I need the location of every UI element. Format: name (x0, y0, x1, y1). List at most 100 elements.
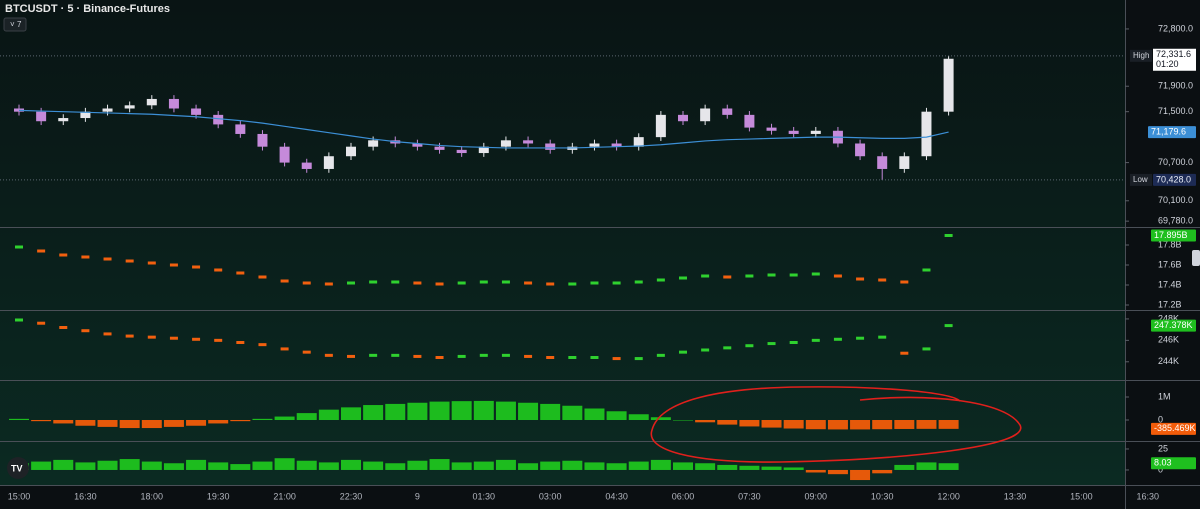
point (192, 265, 201, 269)
last-value-label: 8.03 (1154, 458, 1172, 468)
candle-body (678, 114, 688, 122)
candle-body (58, 118, 69, 122)
candle-body (456, 149, 467, 154)
bar (341, 407, 361, 421)
bar (341, 459, 361, 470)
bar (141, 420, 162, 429)
bar (97, 420, 118, 427)
extreme-name-box (1130, 173, 1152, 186)
point (900, 280, 909, 284)
candle-body (168, 98, 179, 109)
y-tick-label: 17.6B (1158, 259, 1182, 269)
last-price-box (1153, 48, 1196, 71)
bar (805, 420, 826, 430)
bar (584, 462, 605, 470)
candle-body (943, 58, 954, 112)
point (457, 281, 466, 285)
y-tick-label: 70,700.0 (1158, 157, 1193, 167)
point (347, 354, 355, 358)
bar (540, 461, 561, 470)
bar (429, 401, 450, 421)
y-tick-label: 248K (1158, 313, 1179, 323)
bar (805, 469, 826, 473)
point (103, 257, 112, 261)
point (745, 274, 754, 278)
indicator-count: 7 (17, 20, 22, 29)
candle-body (279, 146, 290, 163)
y-tick-label: 0 (1158, 464, 1163, 474)
candle-body (301, 162, 312, 169)
point (37, 249, 46, 253)
candle-body (102, 108, 113, 112)
y-tick-label: 17.2B (1158, 299, 1182, 309)
point (856, 336, 865, 340)
point (679, 276, 687, 280)
bar (827, 420, 848, 430)
bar (385, 403, 406, 421)
bar (916, 462, 937, 470)
bar (783, 467, 804, 470)
time-label: 13:30 (1004, 491, 1027, 501)
time-label: 07:30 (738, 491, 761, 501)
point (590, 281, 599, 285)
point (59, 253, 68, 257)
bar (97, 460, 118, 470)
last-value-label-box (1151, 229, 1196, 242)
point (391, 280, 400, 284)
bar (163, 463, 184, 470)
last-price: 72,331.6 (1156, 49, 1191, 59)
point (103, 332, 112, 336)
bar (186, 420, 207, 426)
symbol-title: BTCUSDT · 5 · Binance-Futures (5, 3, 170, 15)
bar (761, 420, 782, 428)
y-tick-label: 69,780.0 (1158, 216, 1193, 226)
bar (495, 401, 516, 421)
bar (31, 461, 52, 470)
y-tick-label: 71,500.0 (1158, 106, 1193, 116)
point (501, 280, 510, 284)
y-tick-label: 17.4B (1158, 279, 1182, 289)
candle-body (500, 140, 511, 147)
bar (451, 401, 472, 421)
bar (208, 420, 229, 424)
extreme-name: Low (1133, 175, 1148, 184)
point (413, 354, 422, 358)
candle-body (191, 108, 202, 115)
point (169, 336, 178, 340)
bar (894, 464, 915, 470)
y-tick-label: 17.8B (1158, 239, 1182, 249)
point (15, 318, 23, 322)
candle-body (80, 111, 91, 119)
point (501, 353, 510, 357)
extreme-value-box (1153, 173, 1196, 186)
last-value-label: -385.469K (1154, 423, 1196, 433)
bar (695, 463, 716, 470)
plot-background (0, 0, 1125, 485)
point (767, 273, 776, 277)
bar (739, 420, 760, 427)
time-label: 10:30 (871, 491, 894, 501)
bar (274, 458, 295, 470)
bar (252, 461, 273, 470)
collapse-button[interactable] (3, 17, 27, 32)
point (391, 353, 400, 357)
point (280, 279, 289, 283)
bar (850, 420, 871, 430)
time-label: 22:30 (340, 491, 363, 501)
bar (119, 459, 140, 470)
bar (495, 459, 516, 470)
point (745, 344, 754, 348)
y-tick-label: 71,900.0 (1158, 81, 1193, 91)
bar (473, 400, 494, 421)
bar (650, 417, 671, 421)
y-tick-label: 25 (1158, 443, 1168, 453)
point (369, 280, 378, 284)
side-tab[interactable] (1192, 250, 1200, 266)
bar (119, 420, 140, 429)
bar (385, 463, 406, 470)
point (922, 268, 931, 272)
bar (252, 418, 273, 421)
extreme-value: 70,428.0 (1156, 174, 1191, 184)
candle-body (655, 114, 666, 138)
candle-body (14, 108, 24, 112)
